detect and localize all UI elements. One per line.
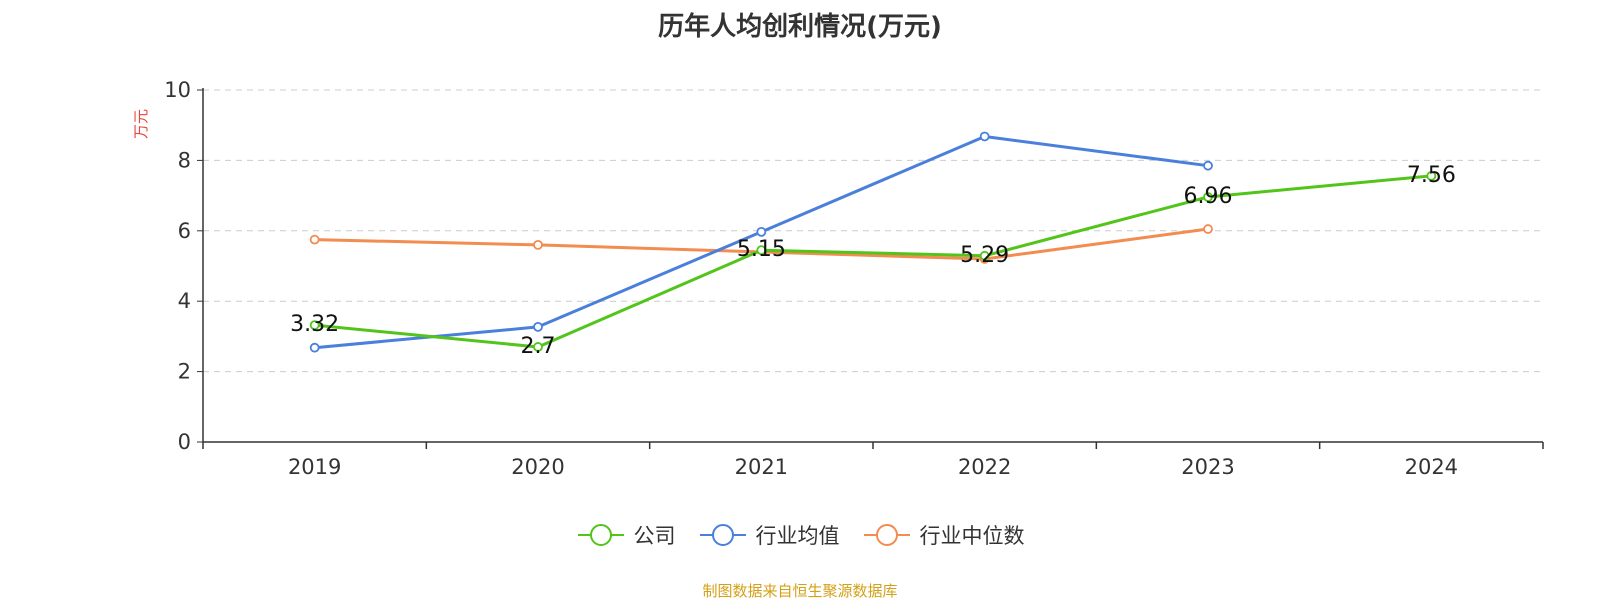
legend-marker-icon (863, 524, 910, 546)
x-tick-label: 2022 (958, 455, 1011, 479)
data-point (1426, 170, 1437, 181)
x-tick-label: 2024 (1405, 455, 1458, 479)
data-point (756, 226, 767, 237)
data-point (979, 131, 990, 142)
data-label: 3.32 (290, 312, 339, 337)
data-point (1203, 160, 1213, 171)
x-tick-label: 2020 (511, 455, 564, 479)
data-label: 2.7 (521, 334, 556, 359)
data-point (533, 239, 543, 250)
y-tick-label: 8 (178, 148, 191, 172)
data-point (533, 342, 543, 352)
legend-marker-icon (699, 524, 746, 546)
legend-item[interactable]: 公司 (576, 520, 676, 550)
x-tick-label: 2023 (1181, 455, 1234, 479)
data-point (1203, 224, 1213, 234)
y-axis-label: 万元 (132, 109, 150, 139)
chart-title: 历年人均创利情况(万元) (658, 12, 942, 42)
legend-item[interactable]: 行业均值 (698, 520, 840, 550)
y-tick-label: 4 (178, 289, 191, 313)
data-source-note: 制图数据来自恒生聚源数据库 (702, 582, 898, 600)
y-tick-label: 6 (178, 219, 191, 243)
y-tick-label: 10 (164, 78, 191, 102)
data-point (533, 321, 543, 332)
data-point (309, 234, 320, 245)
data-label: 6.96 (1184, 184, 1233, 209)
legend-label: 公司 (633, 524, 676, 548)
data-label: 5.15 (737, 237, 786, 262)
data-point (309, 342, 320, 353)
legend-marker-icon (577, 524, 624, 546)
legend-label: 行业均值 (755, 524, 840, 548)
x-tick-label: 2019 (288, 455, 341, 479)
data-label: 5.29 (960, 243, 1009, 268)
data-point (1203, 192, 1213, 202)
legend-label: 行业中位数 (919, 524, 1025, 548)
y-tick-label: 2 (178, 360, 191, 384)
data-label: 7.56 (1407, 163, 1456, 188)
data-point (756, 245, 767, 256)
data-point (979, 250, 990, 261)
x-tick-label: 2021 (735, 455, 788, 479)
series-line-0 (314, 174, 1432, 349)
legend-item[interactable]: 行业中位数 (862, 520, 1025, 550)
legend: 公司 行业均值 行业中位数 (0, 520, 1600, 550)
data-point (309, 320, 320, 331)
y-tick-label: 0 (178, 430, 191, 454)
